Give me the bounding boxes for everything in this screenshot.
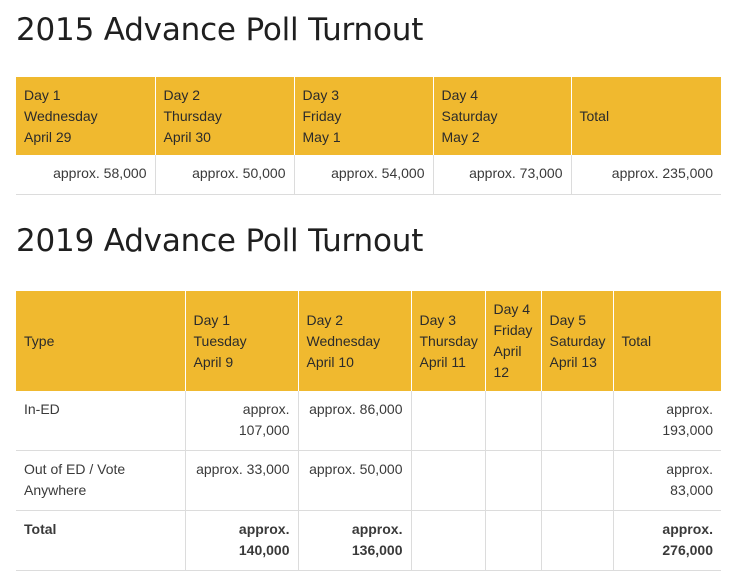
header-line: April 29: [24, 128, 72, 145]
header-line: Friday: [493, 322, 533, 338]
header-line: April: [493, 343, 522, 359]
cell-day-1: approx. 140,000: [184, 510, 298, 571]
cell-line: 83,000: [670, 482, 713, 498]
header-day-2: Day 2 Wednesday April 10: [297, 291, 411, 391]
cell-line: Anywhere: [24, 482, 87, 498]
header-line: Thursday: [419, 332, 478, 349]
header-line: Day 4: [441, 86, 479, 103]
header-line: Wednesday: [306, 332, 381, 349]
header-line: Day 5: [549, 311, 587, 328]
header-line: Friday: [302, 107, 342, 124]
header-day-5: Day 5 Saturday April 13: [540, 291, 613, 391]
header-line: April 11: [419, 353, 466, 370]
title-2019: 2019 Advance Poll Turnout: [16, 223, 424, 259]
header-day-3: Day 3 Friday May 1: [293, 77, 433, 155]
cell-type: Total: [16, 510, 185, 571]
header-line: Day 1: [193, 311, 231, 328]
header-day-4: Day 4 Friday April 12: [484, 291, 541, 391]
cell-line: approx.: [666, 461, 713, 477]
header-line: Day 2: [163, 86, 201, 103]
cell-line: approx. 33,000: [196, 461, 290, 477]
header-line: 12: [493, 364, 510, 380]
cell-day-2: approx. 136,000: [297, 510, 411, 571]
header-total: Total: [612, 291, 721, 391]
header-line: April 10: [306, 353, 354, 370]
table-row-in-ed: In-ED approx. 107,000 approx. 86,000 app…: [16, 391, 721, 451]
cell-line: 136,000: [351, 542, 403, 558]
cell-day-3: approx. 54,000: [293, 155, 433, 195]
header-line: April 30: [163, 128, 211, 145]
cell-total: approx. 83,000: [612, 450, 721, 511]
table-2015: Day 1 Wednesday April 29 Day 2 Thursday …: [16, 77, 721, 195]
cell-line: 276,000: [662, 542, 713, 558]
header-line: May 1: [302, 128, 341, 145]
header-line: Saturday: [549, 332, 606, 349]
header-line: Wednesday: [24, 107, 98, 124]
header-line: Day 2: [306, 311, 344, 328]
header-line: Day 3: [302, 86, 340, 103]
header-line: April 13: [549, 353, 597, 370]
header-line: Total: [579, 107, 610, 124]
cell-line: approx.: [351, 521, 403, 537]
cell-line: Out of ED / Vote: [24, 461, 126, 477]
cell-day-2: approx. 50,000: [154, 155, 294, 195]
table-row: approx. 58,000 approx. 50,000 approx. 54…: [16, 155, 721, 195]
table-row-out-of-ed: Out of ED / Vote Anywhere approx. 33,000…: [16, 450, 721, 511]
cell-day-3: [410, 391, 485, 451]
cell-day-5: [540, 450, 613, 511]
cell-total: approx. 276,000: [612, 510, 721, 571]
header-day-1: Day 1 Wednesday April 29: [16, 77, 155, 155]
cell-day-4: [484, 510, 541, 571]
cell-line: approx. 50,000: [309, 461, 403, 477]
cell-line: approx.: [666, 401, 713, 417]
cell-type: In-ED: [16, 391, 185, 451]
cell-day-2: approx. 50,000: [297, 450, 411, 511]
header-day-2: Day 2 Thursday April 30: [154, 77, 294, 155]
cell-line: approx.: [662, 521, 713, 537]
header-day-4: Day 4 Saturday May 2: [432, 77, 571, 155]
cell-day-3: [410, 510, 485, 571]
cell-day-1: approx. 58,000: [16, 155, 155, 195]
header-line: May 2: [441, 128, 480, 145]
header-type: Type: [16, 291, 185, 391]
cell-line: Total: [24, 521, 57, 537]
header-line: Day 3: [419, 311, 457, 328]
header-line: Thursday: [163, 107, 222, 124]
table-2019: Type Day 1 Tuesday April 9 Day 2 Wednesd…: [16, 291, 721, 571]
cell-day-1: approx. 107,000: [184, 391, 298, 451]
cell-day-4: [484, 450, 541, 511]
header-line: Tuesday: [193, 332, 247, 349]
cell-day-5: [540, 510, 613, 571]
cell-type: Out of ED / Vote Anywhere: [16, 450, 185, 511]
cell-day-3: [410, 450, 485, 511]
header-row: Type Day 1 Tuesday April 9 Day 2 Wednesd…: [16, 291, 721, 391]
header-line: Day 4: [493, 301, 531, 317]
header-line: Type: [24, 332, 55, 349]
header-line: Saturday: [441, 107, 498, 124]
cell-line: 193,000: [662, 422, 713, 438]
header-day-1: Day 1 Tuesday April 9: [184, 291, 298, 391]
header-line: Day 1: [24, 86, 61, 103]
header-day-3: Day 3 Thursday April 11: [410, 291, 485, 391]
header-line: April 9: [193, 353, 234, 370]
cell-total: approx. 235,000: [570, 155, 721, 195]
cell-day-5: [540, 391, 613, 451]
cell-day-2: approx. 86,000: [297, 391, 411, 451]
header-total: Total: [570, 77, 721, 155]
cell-line: approx.: [238, 521, 290, 537]
cell-line: approx. 86,000: [309, 401, 403, 417]
cell-day-1: approx. 33,000: [184, 450, 298, 511]
cell-day-4: [484, 391, 541, 451]
cell-line: 140,000: [238, 542, 290, 558]
cell-total: approx. 193,000: [612, 391, 721, 451]
cell-day-4: approx. 73,000: [432, 155, 571, 195]
header-line: Total: [621, 332, 652, 349]
cell-line: 107,000: [238, 422, 290, 438]
title-2015: 2015 Advance Poll Turnout: [16, 12, 424, 48]
cell-line: In-ED: [24, 401, 60, 417]
cell-line: approx.: [242, 401, 290, 417]
table-row-total: Total approx. 140,000 approx. 136,000 ap…: [16, 510, 721, 571]
header-row: Day 1 Wednesday April 29 Day 2 Thursday …: [16, 77, 721, 155]
